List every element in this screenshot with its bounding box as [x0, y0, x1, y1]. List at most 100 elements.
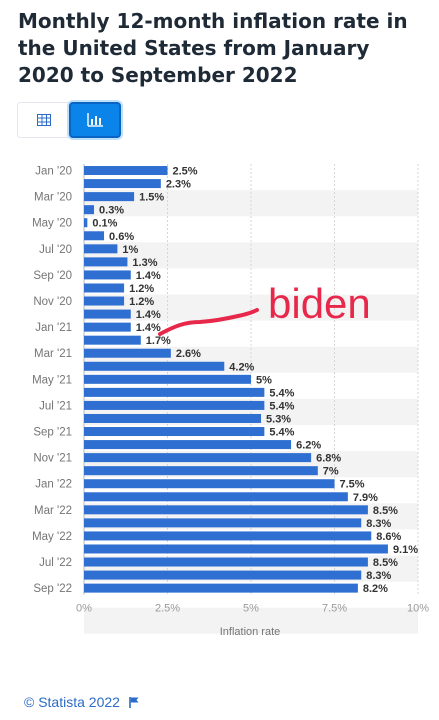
bar[interactable]	[84, 518, 362, 528]
bar[interactable]	[84, 361, 225, 371]
bar[interactable]	[84, 166, 168, 176]
bar[interactable]	[84, 583, 358, 593]
bar-value-label: 5.4%	[269, 400, 294, 412]
statista-credit-link[interactable]: © Statista 2022	[24, 694, 120, 710]
bar-value-label: 1.5%	[139, 192, 164, 204]
bar[interactable]	[84, 557, 368, 567]
bar-value-label: 7.9%	[353, 492, 378, 504]
bar-value-label: 1.7%	[146, 335, 171, 347]
bar-value-label: 1.4%	[136, 309, 161, 321]
bar[interactable]	[84, 531, 372, 541]
bar-value-label: 5.4%	[269, 427, 294, 439]
bar-value-label: 8.6%	[376, 531, 401, 543]
y-tick-label: May '22	[32, 531, 72, 543]
bar[interactable]	[84, 479, 335, 489]
y-tick-label: Jul '20	[39, 244, 72, 256]
flag-icon[interactable]	[128, 696, 140, 708]
bar-value-label: 0.6%	[109, 231, 134, 243]
bar[interactable]	[84, 179, 161, 189]
bar[interactable]	[84, 400, 265, 410]
x-tick-label: 5%	[243, 603, 259, 615]
bar-value-label: 2.6%	[176, 348, 201, 360]
bar[interactable]	[84, 492, 348, 502]
annotation-stroke	[158, 308, 259, 336]
bar-value-label: 8.5%	[373, 505, 398, 517]
y-tick-label: Jan '21	[35, 322, 72, 334]
bar-value-label: 9.1%	[393, 544, 418, 556]
bar[interactable]	[84, 348, 171, 358]
bar[interactable]	[84, 296, 125, 306]
bar[interactable]	[84, 453, 312, 463]
bar-value-label: 5.4%	[269, 387, 294, 399]
table-view-button[interactable]	[17, 102, 69, 138]
bar-chart-icon	[87, 113, 103, 127]
table-icon	[36, 114, 51, 126]
x-tick-label: 2.5%	[155, 603, 180, 615]
chart-title: Monthly 12-month inflation rate in the U…	[18, 9, 408, 87]
y-tick-label: Jul '22	[39, 557, 72, 569]
bar[interactable]	[84, 218, 88, 228]
bar[interactable]	[84, 231, 105, 241]
bar[interactable]	[84, 283, 125, 293]
annotation-text: biden	[268, 280, 371, 327]
bar-value-label: 2.5%	[173, 166, 198, 178]
bar-value-label: 6.8%	[316, 453, 341, 465]
bar[interactable]	[84, 427, 265, 437]
y-tick-label: Mar '22	[34, 505, 72, 517]
chart-view-button[interactable]	[69, 102, 121, 138]
bar-value-label: 0.3%	[99, 205, 124, 217]
y-tick-label: Sep '21	[33, 427, 72, 439]
bar[interactable]	[84, 570, 362, 580]
bar-value-label: 5.3%	[266, 413, 291, 425]
bar[interactable]	[84, 257, 128, 267]
bar-value-label: 7%	[323, 466, 339, 478]
bar[interactable]	[84, 413, 262, 423]
bar[interactable]	[84, 270, 131, 280]
y-tick-label: Sep '22	[33, 583, 72, 595]
bar[interactable]	[84, 335, 141, 345]
y-tick-label: Jul '21	[39, 400, 72, 412]
bar[interactable]	[84, 440, 292, 450]
bar[interactable]	[84, 309, 131, 319]
bar[interactable]	[84, 544, 388, 554]
y-tick-label: Nov '21	[33, 453, 72, 465]
bar-value-label: 8.3%	[366, 570, 391, 582]
bar-value-label: 2.3%	[166, 179, 191, 191]
bar-value-label: 4.2%	[229, 361, 254, 373]
y-tick-label: Mar '20	[34, 192, 72, 204]
footer: © Statista 2022	[24, 694, 140, 710]
bar-value-label: 1.2%	[129, 283, 154, 295]
bar-value-label: 0.1%	[92, 218, 117, 230]
x-tick-label: 10%	[407, 603, 429, 615]
bar-value-label: 8.3%	[366, 518, 391, 530]
y-tick-label: Nov '20	[33, 296, 72, 308]
band	[84, 190, 418, 217]
y-tick-label: May '20	[32, 218, 72, 230]
bar-value-label: 1.4%	[136, 270, 161, 282]
x-axis-title: Inflation rate	[220, 626, 281, 638]
y-tick-label: Jan '20	[35, 166, 72, 178]
bar[interactable]	[84, 374, 251, 384]
bar[interactable]	[84, 505, 368, 515]
bar-value-label: 5%	[256, 374, 272, 386]
bar[interactable]	[84, 387, 265, 397]
y-tick-label: Mar '21	[34, 348, 72, 360]
bar[interactable]	[84, 192, 135, 202]
bar-value-label: 6.2%	[296, 440, 321, 452]
bar[interactable]	[84, 244, 118, 254]
bar-value-label: 1.2%	[129, 296, 154, 308]
y-tick-label: Jan '22	[35, 479, 72, 491]
bar-value-label: 8.5%	[373, 557, 398, 569]
bar[interactable]	[84, 322, 131, 332]
bar-value-label: 8.2%	[363, 583, 388, 595]
bar[interactable]	[84, 466, 318, 476]
y-tick-label: May '21	[32, 374, 72, 386]
view-toggle	[17, 102, 121, 138]
inflation-bar-chart: 2.5%2.3%1.5%0.3%0.1%0.6%1%1.3%1.4%1.2%1.…	[32, 164, 429, 638]
bar[interactable]	[84, 205, 95, 215]
bar-value-label: 7.5%	[340, 479, 365, 491]
bar-value-label: 1.3%	[132, 257, 157, 269]
bar-value-label: 1.4%	[136, 322, 161, 334]
bar-value-label: 1%	[122, 244, 138, 256]
y-tick-label: Sep '20	[33, 270, 72, 282]
